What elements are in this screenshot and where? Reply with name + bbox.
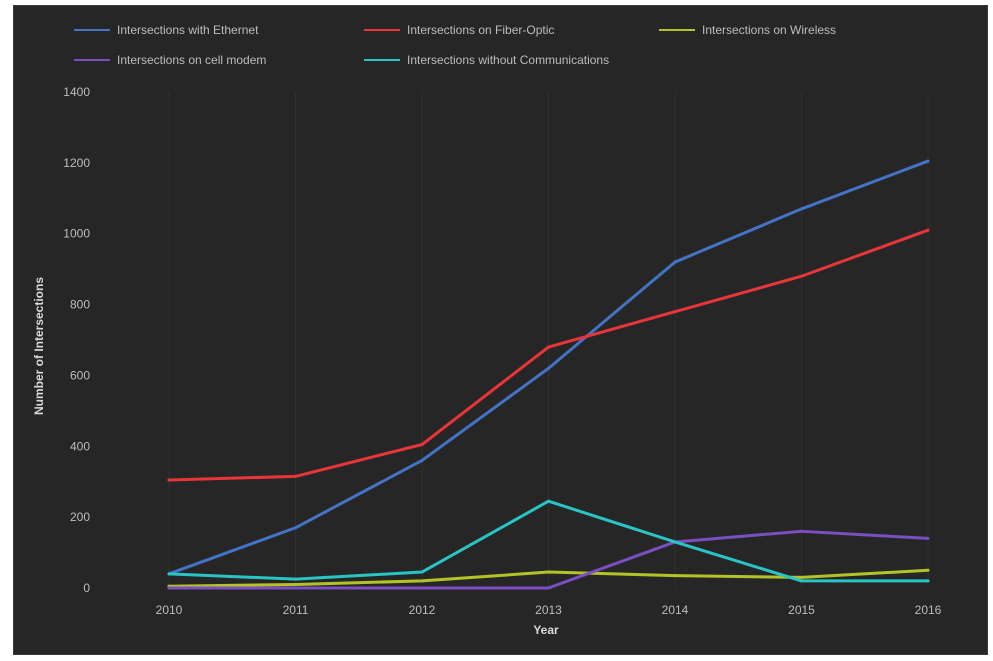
x-axis-title: Year: [533, 623, 559, 637]
x-tick-label: 2012: [409, 603, 436, 617]
data-point: [800, 274, 803, 278]
y-tick-label: 400: [70, 439, 90, 453]
data-point: [547, 366, 550, 370]
data-point: [294, 586, 297, 590]
data-point: [547, 499, 550, 503]
data-point: [800, 579, 803, 583]
data-point: [420, 586, 424, 590]
data-point: [926, 536, 930, 540]
data-point: [294, 526, 297, 530]
data-point: [926, 159, 930, 163]
data-point: [420, 443, 424, 447]
line-chart: Intersections with Ethernet Intersections…: [32, 23, 942, 637]
y-axis-title: Number of Intersections: [32, 277, 46, 415]
data-point: [673, 540, 677, 544]
legend-label: Intersections without Communications: [407, 53, 609, 67]
data-point: [167, 586, 171, 590]
data-point: [167, 572, 171, 576]
x-tick-label: 2016: [915, 603, 942, 617]
data-point: [420, 458, 424, 462]
y-tick-label: 600: [70, 368, 90, 382]
x-tick-label: 2014: [662, 603, 689, 617]
data-point: [547, 345, 550, 349]
y-axis: 0 200 400 600 800 1000 1200 1400: [63, 85, 90, 595]
data-point: [294, 582, 297, 586]
legend: Intersections with Ethernet Intersections…: [74, 23, 836, 67]
y-tick-label: 1000: [63, 227, 90, 241]
data-point: [800, 529, 803, 533]
data-point: [420, 570, 424, 574]
data-point: [673, 310, 677, 314]
x-tick-label: 2015: [788, 603, 815, 617]
y-tick-label: 1400: [63, 85, 90, 99]
data-point: [800, 207, 803, 211]
data-point: [167, 478, 171, 482]
x-axis: 2010 2011 2012 2013 2014 2015 2016: [156, 603, 942, 617]
y-tick-label: 800: [70, 298, 90, 312]
data-point: [294, 474, 297, 478]
x-tick-label: 2010: [156, 603, 183, 617]
x-tick-label: 2013: [535, 603, 562, 617]
data-point: [800, 575, 803, 579]
chart-container: Intersections with Ethernet Intersections…: [13, 5, 988, 655]
y-tick-label: 1200: [63, 156, 90, 170]
data-point: [673, 574, 677, 578]
legend-label: Intersections on Wireless: [702, 23, 836, 37]
x-tick-label: 2011: [283, 603, 309, 617]
data-point: [547, 570, 550, 574]
y-tick-label: 200: [70, 510, 90, 524]
data-point: [547, 586, 550, 590]
gridlines: [168, 92, 929, 588]
legend-label: Intersections on Fiber-Optic: [407, 23, 554, 37]
plot-area: [167, 159, 930, 590]
legend-label: Intersections on cell modem: [117, 53, 266, 67]
y-tick-label: 0: [83, 581, 90, 595]
data-point: [294, 577, 297, 581]
data-point: [673, 260, 677, 264]
data-point: [926, 228, 930, 232]
legend-label: Intersections with Ethernet: [117, 23, 259, 37]
data-point: [926, 568, 930, 572]
data-point: [926, 579, 930, 583]
data-point: [420, 579, 424, 583]
